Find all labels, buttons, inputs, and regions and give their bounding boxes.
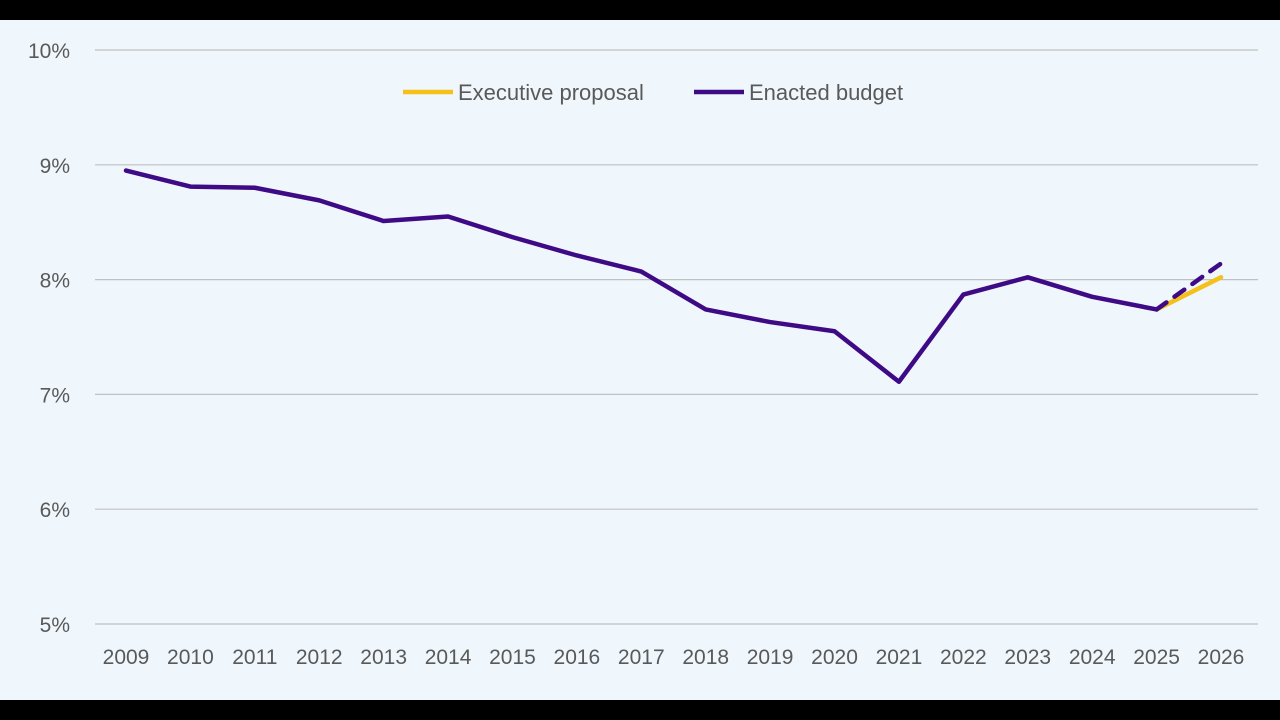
y-axis-ticks: 5% 6% 7% 8% 9% 10% bbox=[28, 40, 70, 637]
x-tick-label: 2011 bbox=[232, 646, 277, 669]
x-tick-label: 2013 bbox=[360, 646, 407, 669]
x-tick-label: 2026 bbox=[1198, 646, 1245, 669]
legend-label-executive-proposal: Executive proposal bbox=[458, 80, 644, 105]
chart-area: 5% 6% 7% 8% 9% 10% 2009 2010 2011 2012 2013 2014 20… bbox=[0, 20, 1280, 700]
gridlines bbox=[95, 49, 1258, 625]
x-tick-label: 2009 bbox=[103, 646, 150, 669]
x-tick-label: 2017 bbox=[618, 646, 665, 669]
x-tick-label: 2019 bbox=[747, 646, 794, 669]
line-chart: 5%6%7%8%9%10% 2009 2010 2011 2012 2013 2014 20… bbox=[28, 40, 1258, 669]
y-tick-label: 8% bbox=[40, 270, 70, 293]
series-line-enacted-budget-projection bbox=[1154, 261, 1224, 312]
y-tick-label: 6% bbox=[40, 499, 70, 522]
series-line-enacted-budget bbox=[123, 168, 1159, 385]
x-tick-label: 2022 bbox=[940, 646, 987, 669]
series-lines bbox=[123, 168, 1224, 385]
y-tick-label: 7% bbox=[40, 384, 70, 407]
x-axis-ticks: 2009 2010 2011 2012 2013 2014 2015 2016 2017 2018… bbox=[103, 646, 1245, 669]
x-tick-label: 2023 bbox=[1004, 646, 1051, 669]
legend-label-enacted-budget: Enacted budget bbox=[749, 80, 903, 105]
y-tick-label: 10% bbox=[28, 40, 70, 63]
x-tick-label: 2018 bbox=[682, 646, 729, 669]
x-tick-label: 2010 bbox=[167, 646, 214, 669]
x-tick-label: 2014 bbox=[425, 646, 472, 669]
y-tick-label: 5% bbox=[40, 614, 70, 637]
x-tick-label: 2020 bbox=[811, 646, 858, 669]
legend: Executive proposal Enacted budget bbox=[403, 80, 903, 105]
x-tick-label: 2012 bbox=[296, 646, 343, 669]
x-tick-label: 2016 bbox=[554, 646, 601, 669]
x-tick-label: 2021 bbox=[876, 646, 923, 669]
x-tick-label: 2015 bbox=[489, 646, 536, 669]
y-tick-label: 9% bbox=[40, 155, 70, 178]
x-tick-label: 2024 bbox=[1069, 646, 1116, 669]
x-tick-label: 2025 bbox=[1133, 646, 1180, 669]
